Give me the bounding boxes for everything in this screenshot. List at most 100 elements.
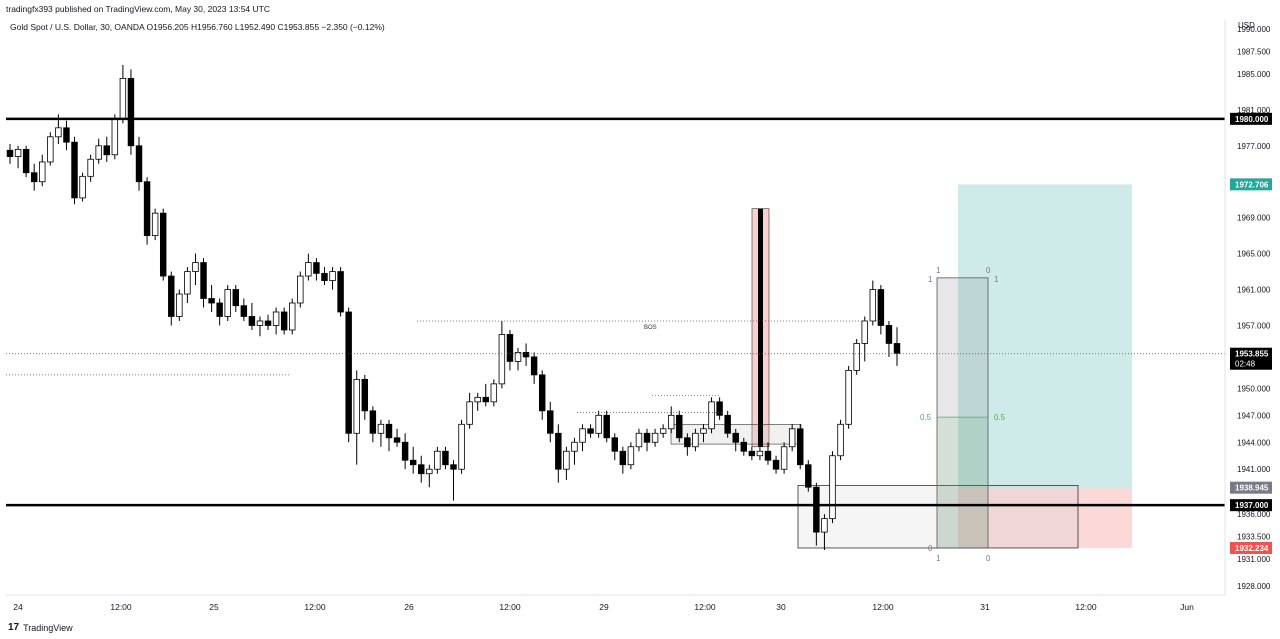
candle	[700, 424, 707, 443]
candle-body	[893, 343, 901, 354]
candle	[611, 433, 618, 461]
candle	[280, 307, 288, 335]
candle-body	[95, 145, 102, 160]
candle-body	[853, 343, 860, 371]
entry-price-badge-bg	[1230, 481, 1272, 494]
y-tick-label: 1957.000	[1237, 321, 1271, 330]
candle-body	[361, 378, 369, 412]
candle	[837, 419, 844, 461]
candle	[514, 347, 522, 371]
candle	[168, 271, 175, 326]
fib-label: 1	[936, 266, 941, 275]
footer: 17 TradingView	[8, 622, 73, 633]
stop-loss-badge-bg	[1230, 541, 1272, 554]
x-tick-label: 26	[404, 602, 414, 612]
candle-body	[821, 518, 828, 533]
candle-body	[595, 414, 602, 434]
candle	[555, 424, 562, 483]
candle	[643, 428, 651, 452]
candle	[692, 428, 699, 452]
x-tick-label: 12:00	[1075, 602, 1097, 612]
candle-body	[377, 423, 385, 434]
candle	[143, 177, 151, 245]
x-tick-label: 12:00	[694, 602, 716, 612]
candle-body	[869, 289, 877, 322]
candle-body	[829, 455, 836, 520]
candle	[458, 419, 465, 474]
candle-body	[151, 212, 159, 237]
last-price-badge-bg	[1230, 347, 1272, 370]
candle-body	[482, 396, 489, 403]
candle	[764, 442, 772, 465]
candle	[450, 460, 457, 501]
candle	[345, 307, 352, 443]
candle-body	[208, 298, 215, 304]
candle-body	[740, 441, 748, 452]
candle-body	[563, 450, 570, 470]
countdown-label: 02:48	[1235, 360, 1256, 369]
candle-body	[426, 468, 433, 475]
candle	[627, 442, 635, 470]
x-tick-label: 12:00	[499, 602, 521, 612]
candle-body	[434, 450, 441, 470]
candle	[676, 410, 683, 443]
candle-body	[538, 374, 546, 412]
tradingview-logo-icon[interactable]: 17	[8, 622, 20, 633]
candle-body	[6, 149, 14, 157]
candle	[47, 132, 54, 166]
y-tick-label: 1977.000	[1237, 142, 1271, 151]
candle-body	[329, 271, 336, 281]
candle	[159, 208, 167, 281]
candle	[119, 64, 127, 124]
candle-body	[732, 432, 739, 443]
candle	[579, 424, 586, 452]
candle-body	[466, 401, 473, 425]
y-tick-label: 1965.000	[1237, 250, 1271, 259]
y-tick-label: 1985.000	[1237, 70, 1271, 79]
y-tick-label: 1990.000	[1237, 25, 1271, 34]
last-price-badge: 1953.855	[1235, 350, 1269, 359]
x-tick-label: 12:00	[304, 602, 326, 612]
candle	[418, 455, 425, 483]
fib-label: 1	[994, 275, 999, 284]
candle	[377, 419, 385, 447]
candle-body	[159, 212, 167, 277]
candle-body	[716, 401, 723, 416]
candle	[651, 428, 659, 447]
candle-body	[264, 320, 272, 326]
candle	[563, 446, 570, 480]
candle	[522, 343, 530, 366]
candle-body	[579, 428, 586, 443]
candle	[409, 446, 417, 474]
candle	[272, 307, 280, 335]
x-tick-label: 30	[776, 602, 786, 612]
candle	[426, 464, 433, 488]
candle	[369, 406, 377, 443]
candle-body	[216, 302, 223, 317]
fib-box	[936, 277, 989, 549]
candle	[79, 172, 86, 202]
candle-body	[119, 77, 127, 120]
candle	[780, 442, 788, 474]
candle-body	[547, 410, 554, 434]
candle	[248, 303, 256, 330]
x-tick-label: Jun	[1180, 602, 1194, 612]
y-tick-label: 1944.000	[1237, 438, 1271, 447]
candle	[264, 314, 272, 330]
candle-body	[764, 450, 772, 461]
candle	[490, 379, 498, 407]
y-tick-label: 1931.000	[1237, 555, 1271, 564]
candle-body	[87, 158, 94, 177]
candle	[893, 327, 901, 366]
candle	[797, 424, 804, 470]
candle	[361, 374, 369, 420]
y-tick-label: 1969.000	[1237, 214, 1271, 223]
candle-body	[345, 311, 352, 434]
candle-body	[14, 148, 22, 157]
candle-body	[708, 401, 715, 430]
candle	[95, 138, 102, 164]
candle	[869, 280, 877, 326]
tradingview-brand[interactable]: TradingView	[23, 622, 73, 633]
candle-body	[498, 334, 506, 385]
